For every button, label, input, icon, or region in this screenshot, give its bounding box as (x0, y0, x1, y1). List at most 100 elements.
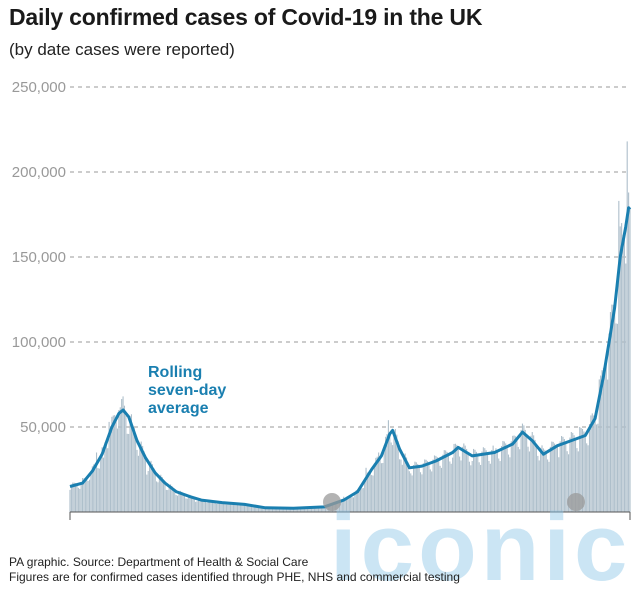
daily-case-bar (181, 491, 183, 512)
daily-case-bar (192, 496, 194, 512)
daily-case-bar (551, 441, 553, 512)
daily-case-bar (623, 239, 625, 513)
daily-case-bar (281, 508, 283, 512)
daily-case-bar (499, 461, 501, 512)
daily-case-bar (607, 379, 609, 512)
annotation-line: seven-day (148, 382, 226, 399)
daily-case-bar (309, 507, 311, 512)
daily-case-bar (163, 479, 165, 512)
daily-case-bar (411, 475, 413, 512)
footer-source: PA graphic. Source: Department of Health… (9, 555, 309, 569)
daily-case-bar (581, 428, 584, 512)
daily-case-bar (538, 460, 540, 512)
daily-case-bar (84, 477, 86, 512)
daily-case-bar (262, 507, 264, 512)
daily-case-bar (242, 504, 244, 512)
daily-case-bar (577, 451, 579, 512)
daily-case-bar (169, 484, 172, 512)
daily-case-bar (95, 452, 98, 512)
daily-case-bar (601, 370, 603, 512)
daily-case-bar (232, 503, 234, 512)
daily-case-bar (320, 507, 322, 512)
footer-note: Figures are for confirmed cases identifi… (9, 570, 460, 584)
daily-case-bar (197, 498, 200, 512)
daily-case-bar (480, 464, 482, 512)
daily-case-bar (467, 454, 469, 512)
daily-case-bar (563, 439, 565, 512)
daily-case-bar (626, 141, 628, 512)
daily-case-bar (115, 420, 117, 512)
daily-case-bar (586, 443, 588, 512)
daily-case-bar (216, 503, 218, 512)
daily-case-bar (285, 507, 288, 512)
daily-case-bar (256, 506, 258, 512)
daily-case-bar (312, 507, 314, 512)
daily-case-bar (535, 447, 537, 512)
daily-case-bar (446, 451, 448, 512)
daily-case-bar (507, 454, 510, 512)
daily-case-bar (244, 505, 246, 512)
daily-case-bar (347, 496, 349, 512)
daily-case-bar (234, 504, 236, 512)
daily-case-bar (295, 507, 297, 512)
daily-case-bar (439, 465, 441, 512)
daily-case-bar (412, 465, 415, 512)
daily-case-bar (108, 421, 110, 512)
daily-case-bar (453, 443, 455, 512)
daily-case-bar (207, 500, 209, 512)
daily-case-bar (587, 445, 589, 512)
daily-case-bar (316, 506, 318, 512)
daily-case-bar (574, 440, 577, 512)
daily-case-bar (102, 457, 105, 512)
daily-case-bar (323, 506, 325, 512)
daily-case-bar (87, 480, 89, 512)
daily-case-bar (156, 481, 158, 512)
daily-case-bar (150, 460, 152, 512)
daily-case-bar (526, 437, 528, 512)
daily-case-bar (88, 479, 91, 512)
daily-case-bar (530, 435, 532, 512)
daily-case-bar (176, 495, 179, 512)
daily-case-bar (79, 488, 81, 512)
daily-case-bar (225, 504, 227, 512)
daily-case-bar (100, 453, 102, 512)
daily-case-bar (136, 449, 138, 512)
daily-case-bar (383, 445, 385, 512)
daily-case-bar (350, 496, 352, 512)
daily-case-bar (400, 459, 402, 512)
daily-case-bar (378, 452, 380, 512)
annotation-line: Rolling (148, 364, 202, 381)
daily-case-bar (345, 496, 348, 512)
y-tick-label: 250,000 (12, 79, 66, 96)
daily-case-bar (249, 504, 251, 512)
daily-case-bar (224, 504, 226, 512)
daily-case-bar (573, 435, 575, 512)
daily-case-bar (533, 435, 535, 512)
daily-case-bar (157, 482, 159, 512)
daily-case-bar (489, 463, 491, 512)
daily-case-bar (154, 473, 156, 512)
daily-case-bar (270, 507, 272, 512)
daily-case-bar (94, 463, 96, 512)
daily-case-bar (506, 447, 508, 512)
daily-case-bar (619, 226, 621, 512)
daily-case-bar (253, 506, 255, 512)
daily-case-bar (182, 493, 184, 512)
daily-case-bar (153, 468, 155, 512)
daily-case-bar (418, 467, 420, 512)
daily-case-bar (278, 507, 281, 512)
daily-case-bar (97, 468, 99, 512)
daily-case-bar (160, 474, 162, 512)
daily-case-bar (473, 448, 475, 512)
daily-case-bar (566, 451, 568, 512)
daily-case-bar (393, 430, 395, 512)
daily-case-bar (122, 396, 124, 512)
daily-case-bar (255, 507, 257, 512)
daily-case-bar (390, 442, 392, 512)
daily-case-bar (151, 464, 153, 512)
daily-case-bar (199, 498, 201, 512)
daily-case-bar (203, 500, 205, 512)
daily-case-bar (368, 471, 370, 512)
daily-case-bar (200, 498, 202, 512)
